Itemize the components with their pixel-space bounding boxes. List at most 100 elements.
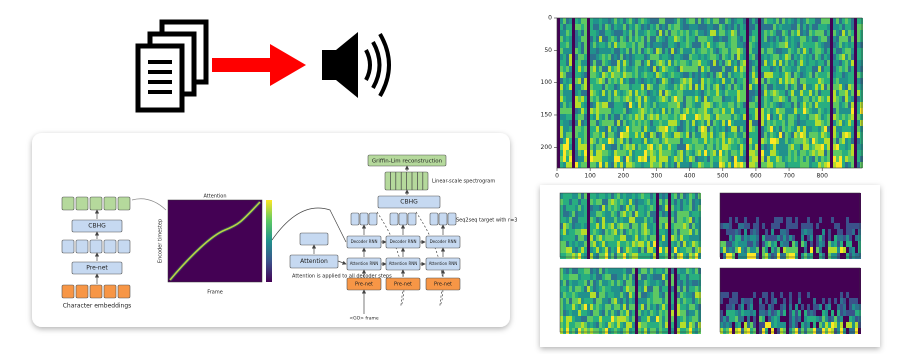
spectrogram-cell [795,298,798,304]
spectrogram-cell [735,304,738,310]
spectrogram-cell [674,54,677,60]
spectrogram-cell [677,96,680,102]
spectrogram-cell [605,310,608,316]
spectrogram-cell [668,126,671,132]
spectrogram-cell [764,30,767,36]
spectrogram-cell [590,235,593,241]
spectrogram-cell [728,72,731,78]
spectrogram-cell [647,138,650,144]
spectrogram-cell [713,162,716,168]
spectrogram-cell [830,30,833,36]
spectrogram-cell [734,150,737,156]
spectrogram-cell [695,18,698,24]
spectrogram-cell [569,156,572,162]
spectrogram-cell [662,60,665,66]
spectrogram-cell [665,18,668,24]
spectrogram-cell [584,36,587,42]
spectrogram-cell [726,229,729,235]
spectrogram-cell [837,304,840,310]
spectrogram-cell [792,247,795,253]
spectrogram-cell [587,132,590,138]
spectrogram-cell [659,18,662,24]
spectrogram-cell [695,205,698,211]
spectrogram-cell [809,114,812,120]
spectrogram-cell [617,253,620,259]
spectrogram-cell [605,205,608,211]
spectrogram-cell [692,42,695,48]
spectrogram-cell [653,66,656,72]
spectrogram-cell [845,36,848,42]
spectrogram-cell [767,90,770,96]
spectrogram-cell [686,286,689,292]
spectrogram-cell [635,304,638,310]
spectrogram-cell [563,84,566,90]
spectrogram-cell [695,253,698,259]
spectrogram-cell [762,211,765,217]
spectrogram-cell [698,298,701,304]
spectrogram-cell [797,54,800,60]
spectrogram-cell [653,211,656,217]
spectrogram-cell [674,138,677,144]
spectrogram-cell [593,247,596,253]
spectrogram-cell [584,193,587,199]
spectrogram-cell [842,24,845,30]
spectrogram-cell [753,253,756,259]
spectrogram-cell [572,292,575,298]
spectrogram-cell [563,102,566,108]
spectrogram-cell [840,280,843,286]
spectrogram-cell [662,298,665,304]
spectrogram-cell [780,205,783,211]
spectrogram-cell [599,193,602,199]
spectrogram-cell [677,144,680,150]
spectrogram-cell [641,211,644,217]
spectrogram-cell [722,36,725,42]
spectrogram-cell [789,310,792,316]
spectrogram-cell [566,280,569,286]
spectrogram-cell [771,274,774,280]
spectrogram-cell [656,316,659,322]
spectrogram-cell [753,280,756,286]
spectrogram-cell [830,102,833,108]
spectrogram-cell [668,36,671,42]
spectrogram-cell [780,247,783,253]
spectrogram-cell [623,36,626,42]
spectrogram-cell [822,217,825,223]
spectrogram-cell [710,102,713,108]
spectrogram-cell [792,292,795,298]
spectrogram-cell [635,150,638,156]
spectrogram-cell [795,316,798,322]
spectrogram-cell [815,78,818,84]
spectrogram-cell [737,108,740,114]
spectrogram-cell [810,247,813,253]
spectrogram-cell [617,217,620,223]
spectrogram-cell [800,48,803,54]
spectrogram-cell [614,235,617,241]
spectrogram-cell [812,66,815,72]
spectrogram-cell [785,54,788,60]
spectrogram-cell [578,84,581,90]
spectrogram-cell [821,144,824,150]
spectrogram-cell [608,292,611,298]
spectrogram-cell [650,253,653,259]
spectrogram-cell [611,48,614,54]
spectrogram-cell [584,229,587,235]
spectrogram-cell [608,108,611,114]
spectrogram-cell [803,42,806,48]
spectrogram-cell [569,54,572,60]
spectrogram-cell [650,162,653,168]
spectrogram-cell [836,48,839,54]
spectrogram-cell [563,30,566,36]
spectrogram-cell [851,156,854,162]
spectrogram-cell [611,322,614,328]
spectrogram-cell [783,235,786,241]
spectrogram-cell [782,102,785,108]
spectrogram-cell [668,253,671,259]
spectrogram-cell [804,211,807,217]
spectrogram-cell [620,223,623,229]
spectrogram-cell [827,108,830,114]
spectrogram-cell [569,102,572,108]
spectrogram-cell [602,114,605,120]
spectrogram-cell [819,292,822,298]
spectrogram-cell [819,229,822,235]
spectrogram-cell [680,247,683,253]
